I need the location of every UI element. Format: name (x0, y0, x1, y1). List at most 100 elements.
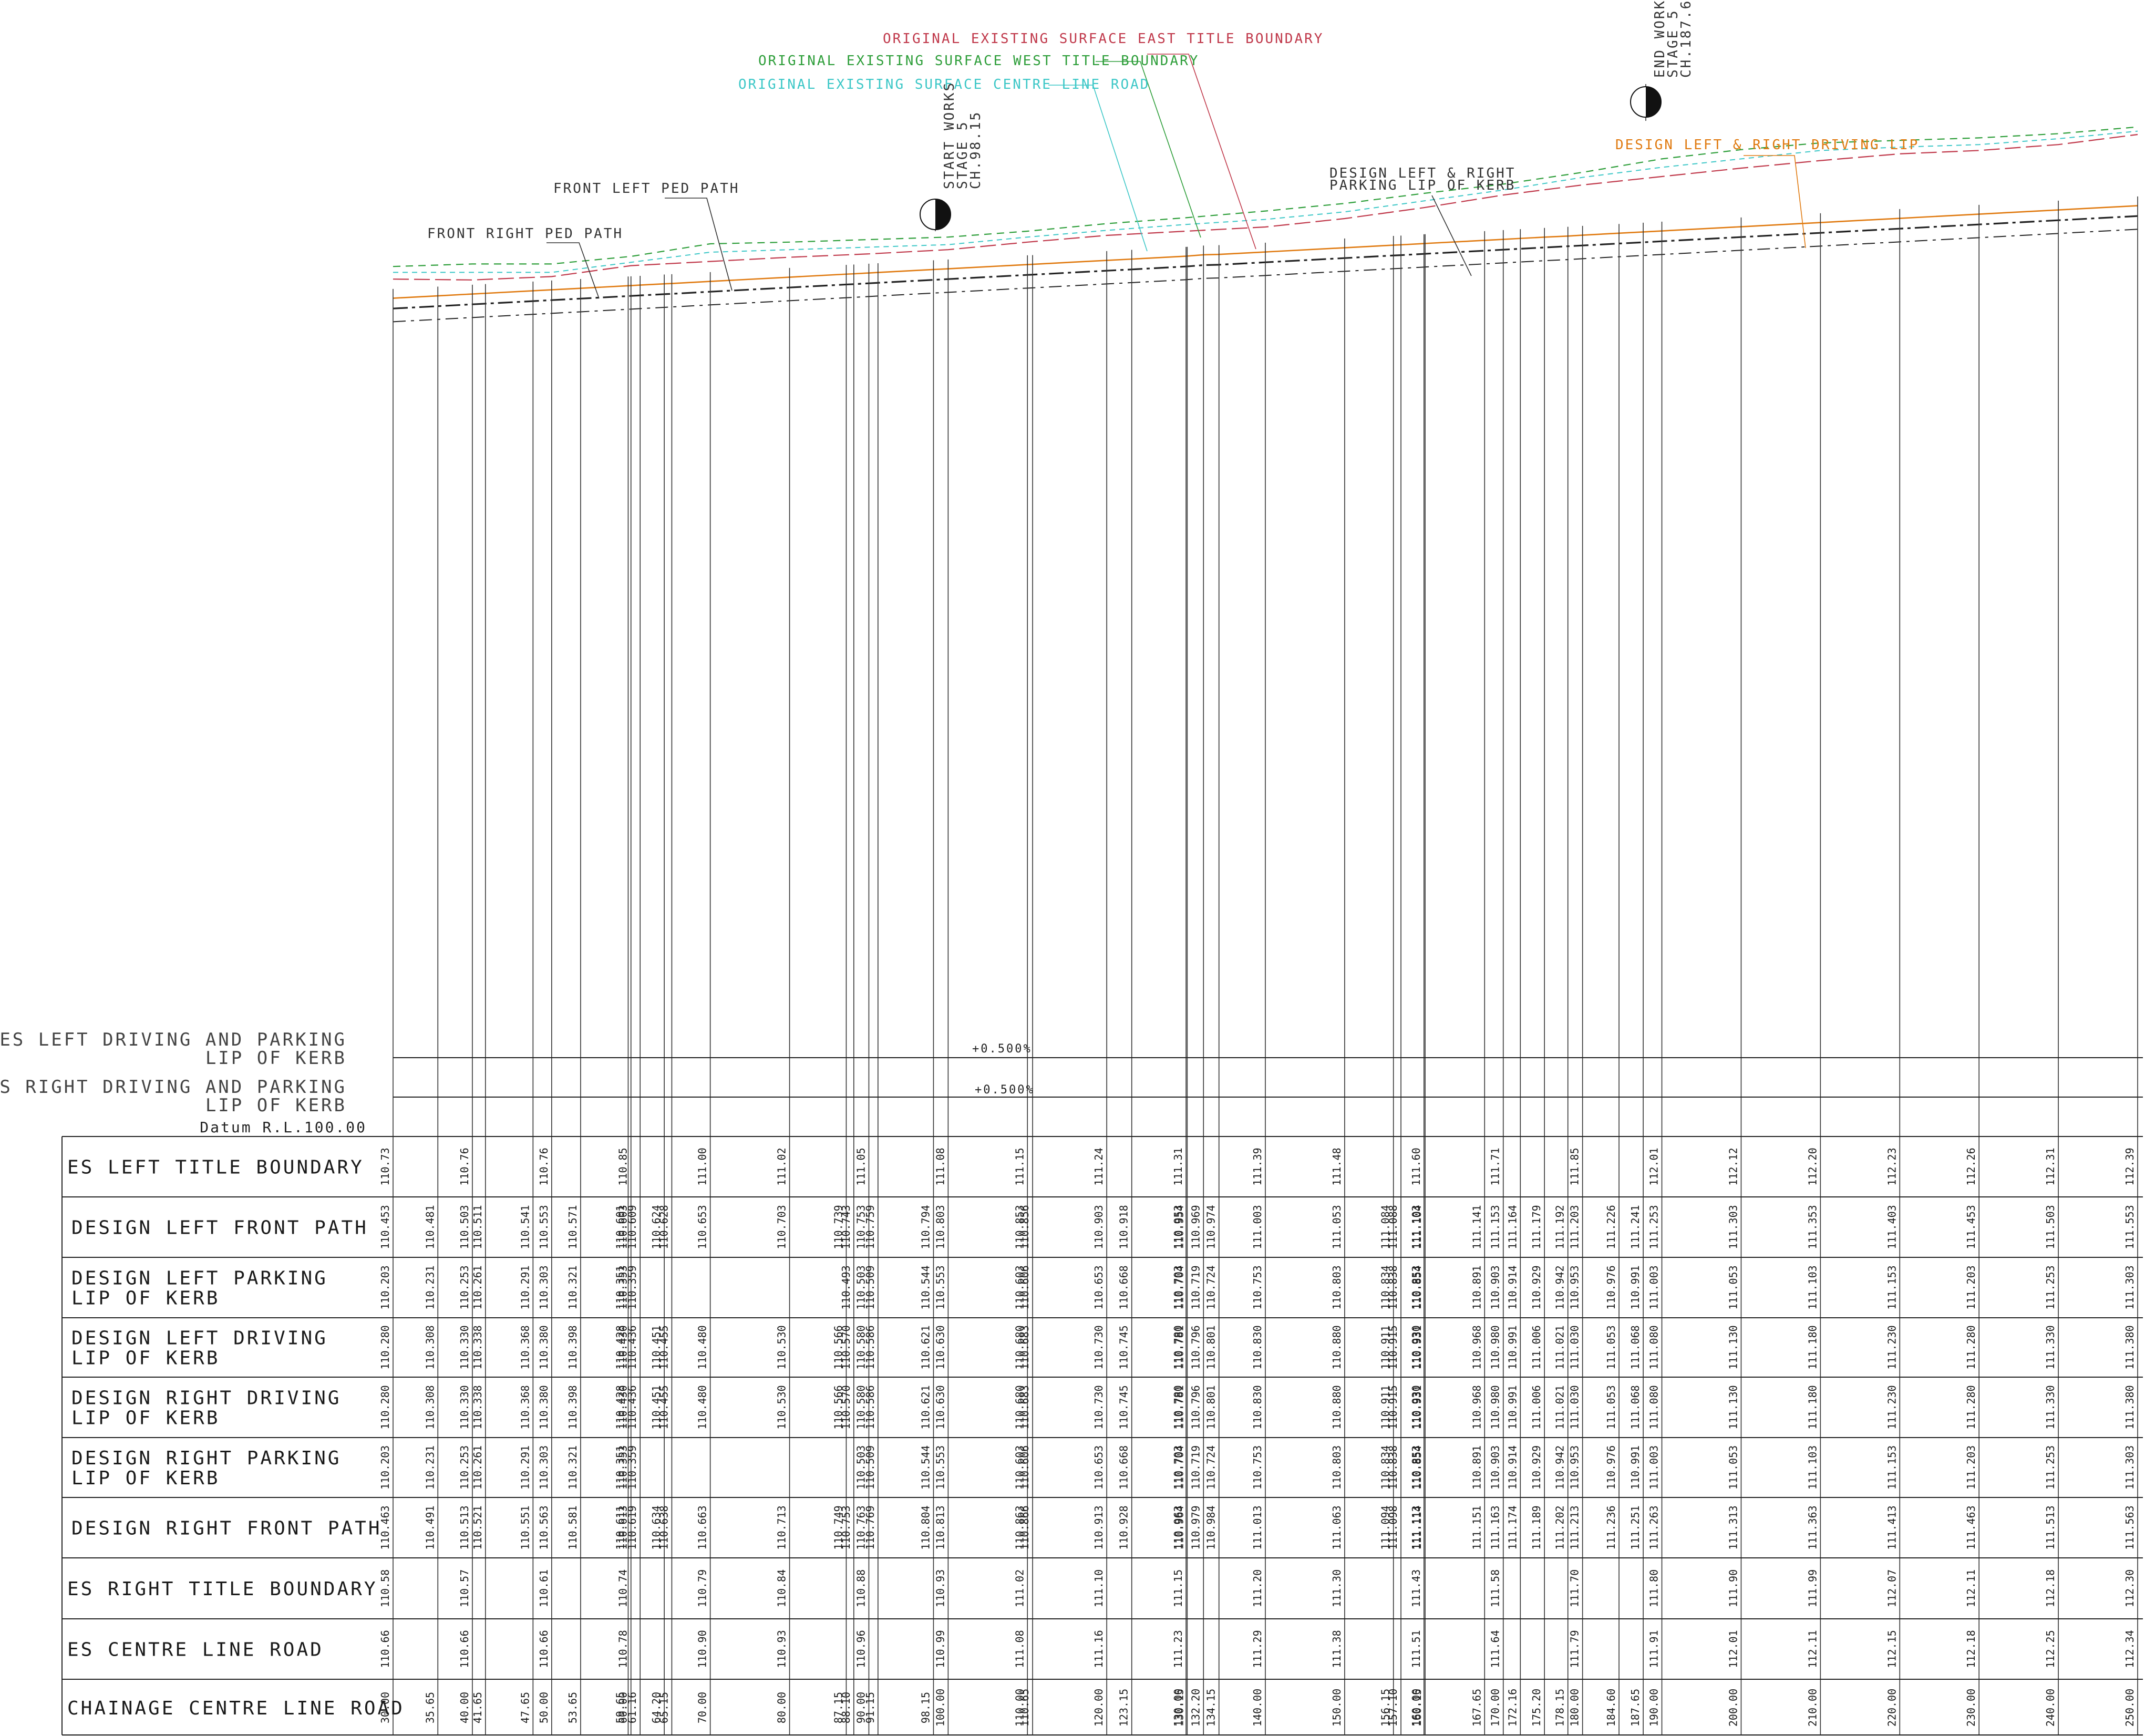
level-value: 111.02 (1013, 1569, 1026, 1607)
level-value: 110.66 (458, 1630, 471, 1668)
level-value: 110.683 (1018, 1325, 1031, 1369)
level-value: 110.991 (1629, 1265, 1642, 1309)
level-value: 111.203 (1965, 1445, 1977, 1490)
level-value: 110.321 (566, 1445, 579, 1490)
level-value: 111.31 (1172, 1148, 1184, 1185)
level-value: 110.368 (519, 1325, 531, 1369)
label-parking-lip-1: DESIGN LEFT & RIGHT (1329, 166, 1515, 181)
level-value: 110.203 (379, 1265, 391, 1309)
level-value: 110.513 (458, 1505, 471, 1549)
chainage-value: 87.15 (832, 1692, 844, 1723)
leader-east (1147, 54, 1256, 250)
level-value: 111.253 (2044, 1265, 2057, 1309)
level-value: 111.003 (1648, 1265, 1661, 1309)
label-driving-lip: DESIGN LEFT & RIGHT DRIVING LIP (1615, 137, 1919, 153)
level-value: 110.830 (1251, 1325, 1264, 1369)
level-value: 110.570 (840, 1385, 852, 1429)
level-value: 111.080 (1648, 1325, 1661, 1369)
level-value: 110.891 (1470, 1445, 1483, 1490)
leader-west (1096, 61, 1201, 238)
level-value: 110.338 (471, 1325, 484, 1369)
level-value: 110.511 (471, 1205, 484, 1249)
level-value: 110.428 (614, 1385, 626, 1429)
level-value: 110.794 (919, 1205, 932, 1249)
chainage-value: 175.20 (1530, 1689, 1543, 1727)
level-value: 110.863 (1013, 1505, 1026, 1549)
level-value: 110.753 (1251, 1265, 1264, 1309)
level-value: 110.398 (566, 1385, 579, 1429)
level-value: 110.580 (854, 1385, 867, 1429)
level-value: 111.103 (1806, 1445, 1819, 1490)
chainage-value: 240.00 (2044, 1689, 2057, 1727)
level-value: 110.953 (1172, 1205, 1184, 1249)
level-value: 110.803 (934, 1205, 946, 1249)
level-value: 110.303 (538, 1265, 550, 1309)
level-value: 110.553 (934, 1265, 946, 1309)
table-row-label: LIP OF KERB (71, 1348, 220, 1369)
chainage-value: 40.00 (458, 1692, 471, 1723)
level-value: 110.942 (1554, 1445, 1566, 1490)
level-value: 110.803 (1331, 1265, 1343, 1309)
level-value: 110.954 (1173, 1205, 1185, 1249)
level-value: 112.01 (1727, 1630, 1739, 1668)
level-value: 110.621 (919, 1325, 932, 1369)
label-parking-lip-2: PARKING LIP OF KERB (1329, 178, 1515, 193)
level-value: 110.984 (1205, 1505, 1218, 1549)
label-east-boundary: ORIGINAL EXISTING SURFACE EAST TITLE BOU… (883, 31, 1324, 47)
level-value: 111.15 (1013, 1148, 1026, 1185)
level-value: 110.931 (1411, 1385, 1424, 1429)
level-value: 111.030 (1569, 1325, 1581, 1369)
level-value: 111.164 (1506, 1205, 1519, 1249)
level-value: 110.586 (864, 1385, 876, 1429)
level-value: 110.570 (840, 1325, 852, 1369)
level-value: 110.753 (840, 1505, 852, 1549)
table-row-label: DESIGN RIGHT FRONT PATH (71, 1518, 382, 1539)
table-row-label: ES RIGHT TITLE BOUNDARY (67, 1578, 378, 1600)
level-value: 110.453 (379, 1205, 391, 1249)
level-value: 110.991 (1629, 1445, 1642, 1490)
label-front-left-ped: FRONT LEFT PED PATH (553, 181, 739, 197)
level-value: 111.513 (2044, 1505, 2057, 1549)
chainage-value: 157.10 (1387, 1689, 1399, 1727)
end-works-line2: STAGE 5 (1665, 9, 1681, 78)
level-value: 111.151 (1470, 1505, 1483, 1549)
level-value: 111.08 (934, 1148, 946, 1185)
level-value: 111.130 (1727, 1325, 1739, 1369)
level-value: 111.90 (1727, 1569, 1739, 1607)
level-value: 111.05 (854, 1148, 867, 1185)
chainage-value: 134.15 (1205, 1689, 1218, 1727)
level-value: 110.619 (626, 1505, 638, 1549)
level-value: 110.953 (1569, 1265, 1581, 1309)
level-value: 111.453 (1965, 1205, 1977, 1249)
level-value: 110.703 (776, 1205, 788, 1249)
level-value: 110.551 (519, 1505, 531, 1549)
level-value: 110.436 (626, 1385, 638, 1429)
level-value: 110.76 (458, 1148, 471, 1185)
table-row-label: ES LEFT TITLE BOUNDARY (67, 1157, 364, 1179)
level-value: 111.153 (1885, 1265, 1898, 1309)
level-value: 110.838 (1387, 1445, 1399, 1490)
level-value: 110.73 (379, 1148, 391, 1185)
chainage-value: 130.15 (1173, 1689, 1185, 1727)
level-value: 110.911 (1379, 1385, 1392, 1429)
level-value: 110.606 (1018, 1265, 1031, 1309)
level-value: 111.053 (1605, 1385, 1617, 1429)
level-value: 110.743 (840, 1205, 852, 1249)
chainage-value: 35.65 (424, 1692, 436, 1723)
level-value: 110.780 (1172, 1385, 1184, 1429)
level-value: 110.351 (614, 1265, 626, 1309)
chainage-value: 130.00 (1172, 1689, 1184, 1727)
level-value: 111.189 (1530, 1505, 1543, 1549)
level-value: 111.053 (1605, 1325, 1617, 1369)
level-value: 111.006 (1530, 1325, 1543, 1369)
table-row-label: DESIGN RIGHT PARKING (71, 1448, 341, 1469)
level-value: 111.174 (1506, 1505, 1519, 1549)
level-value: 111.153 (1885, 1445, 1898, 1490)
level-value: 110.330 (458, 1385, 471, 1429)
level-value: 110.804 (919, 1505, 932, 1549)
level-value: 111.99 (1806, 1569, 1819, 1607)
level-value: 110.856 (1018, 1205, 1031, 1249)
level-value: 111.263 (1648, 1505, 1661, 1549)
level-value: 112.25 (2044, 1630, 2057, 1668)
